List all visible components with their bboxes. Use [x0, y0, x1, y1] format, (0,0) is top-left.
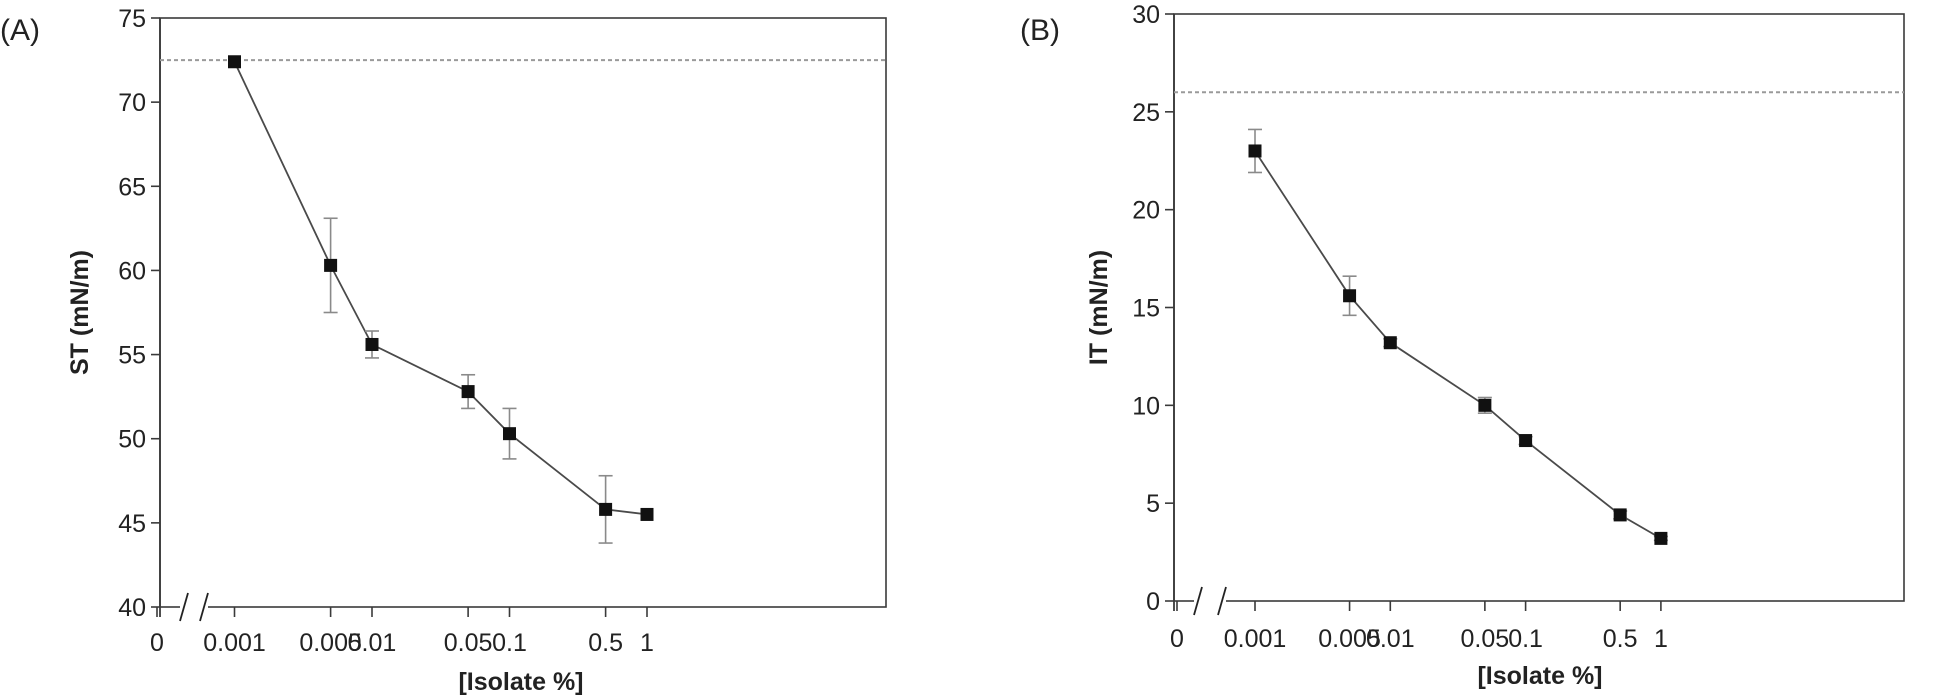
axis-break-gap — [180, 604, 208, 610]
y-axis-label: IT (mN/m) — [1085, 250, 1113, 365]
data-point — [228, 55, 241, 69]
data-point — [1343, 289, 1357, 303]
y-tick-label: 20 — [1132, 197, 1160, 225]
x-tick-label: 1 — [1654, 625, 1668, 653]
x-tick-label: 0.5 — [588, 629, 623, 657]
axis-break-mark — [1217, 586, 1227, 616]
series-line — [233, 61, 648, 516]
data-point — [1248, 144, 1262, 158]
x-tick-label: 0 — [150, 629, 164, 657]
x-tick-label: 0.5 — [1603, 625, 1638, 653]
data-point — [1613, 508, 1627, 522]
y-tick-label: 25 — [1132, 99, 1160, 127]
data-point — [365, 337, 379, 351]
data-point — [1478, 398, 1492, 412]
y-tick-label: 10 — [1132, 392, 1160, 420]
plot-frame — [1173, 13, 1905, 602]
data-point — [461, 385, 475, 399]
panel-label: (B) — [1020, 14, 1060, 47]
y-tick-label: 65 — [118, 173, 146, 201]
data-point — [1519, 434, 1533, 448]
y-tick-label: 15 — [1132, 295, 1160, 323]
x-tick-label: 1 — [640, 629, 654, 657]
y-tick-label: 55 — [118, 342, 146, 370]
x-axis-label: [Isolate %] — [1477, 662, 1602, 690]
data-point — [324, 258, 338, 272]
x-tick-label: 0.001 — [1224, 625, 1287, 653]
series-line — [1254, 150, 1662, 540]
plot-frame — [159, 17, 887, 608]
data-point — [1383, 336, 1397, 350]
x-tick-label: 0.05 — [1461, 625, 1510, 653]
panel-label: (A) — [0, 14, 40, 47]
x-tick-label: 0.005 — [1318, 625, 1381, 653]
y-tick-label: 50 — [118, 426, 146, 454]
x-axis-label: [Isolate %] — [458, 668, 583, 696]
y-tick-label: 70 — [118, 89, 146, 117]
axis-break-mark — [179, 592, 189, 622]
y-tick-label: 40 — [118, 594, 146, 622]
x-tick-label: 0.005 — [299, 629, 362, 657]
y-tick-label: 30 — [1132, 1, 1160, 29]
y-tick-label: 45 — [118, 510, 146, 538]
y-tick-label: 0 — [1146, 588, 1160, 616]
x-tick-label: 0.001 — [203, 629, 266, 657]
axis-break-mark — [1193, 586, 1203, 616]
data-point — [1654, 531, 1668, 545]
x-tick-label: 0.01 — [1366, 625, 1415, 653]
x-tick-label: 0.1 — [492, 629, 527, 657]
y-tick-label: 5 — [1146, 490, 1160, 518]
x-tick-label: 0.1 — [1508, 625, 1543, 653]
y-axis-label: ST (mN/m) — [66, 250, 94, 375]
x-tick-label: 0 — [1170, 625, 1184, 653]
data-point — [640, 507, 654, 521]
data-point — [599, 502, 613, 516]
data-point — [503, 427, 516, 441]
axis-break-mark — [199, 592, 209, 622]
axis-break-gap — [1194, 598, 1226, 604]
y-tick-label: 75 — [118, 5, 146, 33]
x-tick-label: 0.05 — [444, 629, 493, 657]
y-tick-label: 60 — [118, 257, 146, 285]
x-tick-label: 0.01 — [348, 629, 397, 657]
